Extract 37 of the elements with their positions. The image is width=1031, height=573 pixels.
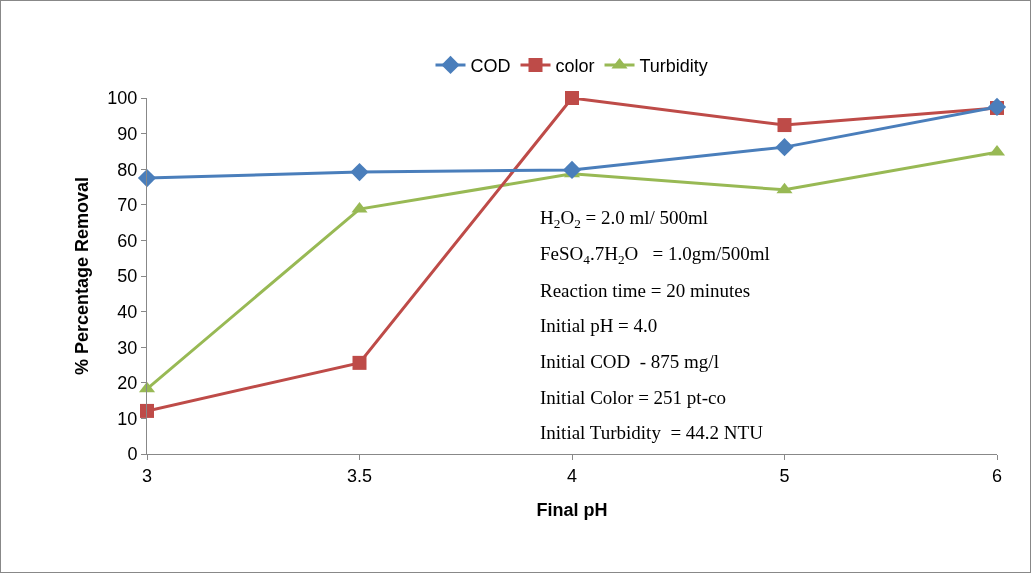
- x-tick-label: 3.5: [346, 465, 373, 486]
- x-axis-title: Final pH: [536, 499, 608, 520]
- x-tick-label: 4: [566, 465, 578, 486]
- point: [775, 138, 794, 157]
- y-tick-label: 20: [117, 373, 138, 394]
- x-tick-label: 3: [141, 465, 153, 486]
- annotation: Initial Turbidity = 44.2 NTU: [540, 422, 764, 443]
- annotation: Initial COD - 875 mg/l: [540, 351, 719, 372]
- annotation: Initial Color = 251 pt-co: [540, 387, 726, 408]
- y-axis-title: % Percentage Removal: [71, 176, 92, 376]
- point: [565, 91, 579, 105]
- legend-label: COD: [470, 55, 511, 76]
- y-tick-label: 50: [117, 266, 138, 287]
- y-tick-label: 30: [117, 337, 138, 358]
- annotation: H$_{2}$O$_{2}$ = 2.0 ml/ 500ml: [540, 207, 709, 231]
- point: [776, 182, 793, 194]
- point: [352, 355, 367, 370]
- annotation: Initial pH = 4.0: [540, 315, 658, 336]
- annotation: FeSO$_{4}$.7H$_{2}$O = 1.0gm/500ml: [540, 243, 770, 267]
- point: [777, 118, 792, 133]
- legend-label: color: [555, 55, 595, 76]
- y-tick-label: 0: [127, 444, 138, 465]
- x-tick-label: 6: [991, 465, 1003, 486]
- point: [140, 403, 154, 418]
- y-tick-label: 70: [117, 195, 138, 216]
- y-tick-label: 100: [107, 88, 138, 109]
- point: [350, 162, 369, 182]
- point: [137, 169, 157, 188]
- y-tick-label: 90: [117, 123, 138, 144]
- y-tick-label: 10: [117, 408, 138, 429]
- y-tick-label: 60: [117, 230, 138, 251]
- legend-label: Turbidity: [639, 55, 708, 76]
- x-tick-label: 5: [779, 465, 790, 486]
- y-tick-label: 80: [117, 159, 138, 180]
- annotation: Reaction time = 20 minutes: [540, 280, 751, 301]
- point: [562, 160, 582, 180]
- y-tick-label: 40: [117, 301, 138, 322]
